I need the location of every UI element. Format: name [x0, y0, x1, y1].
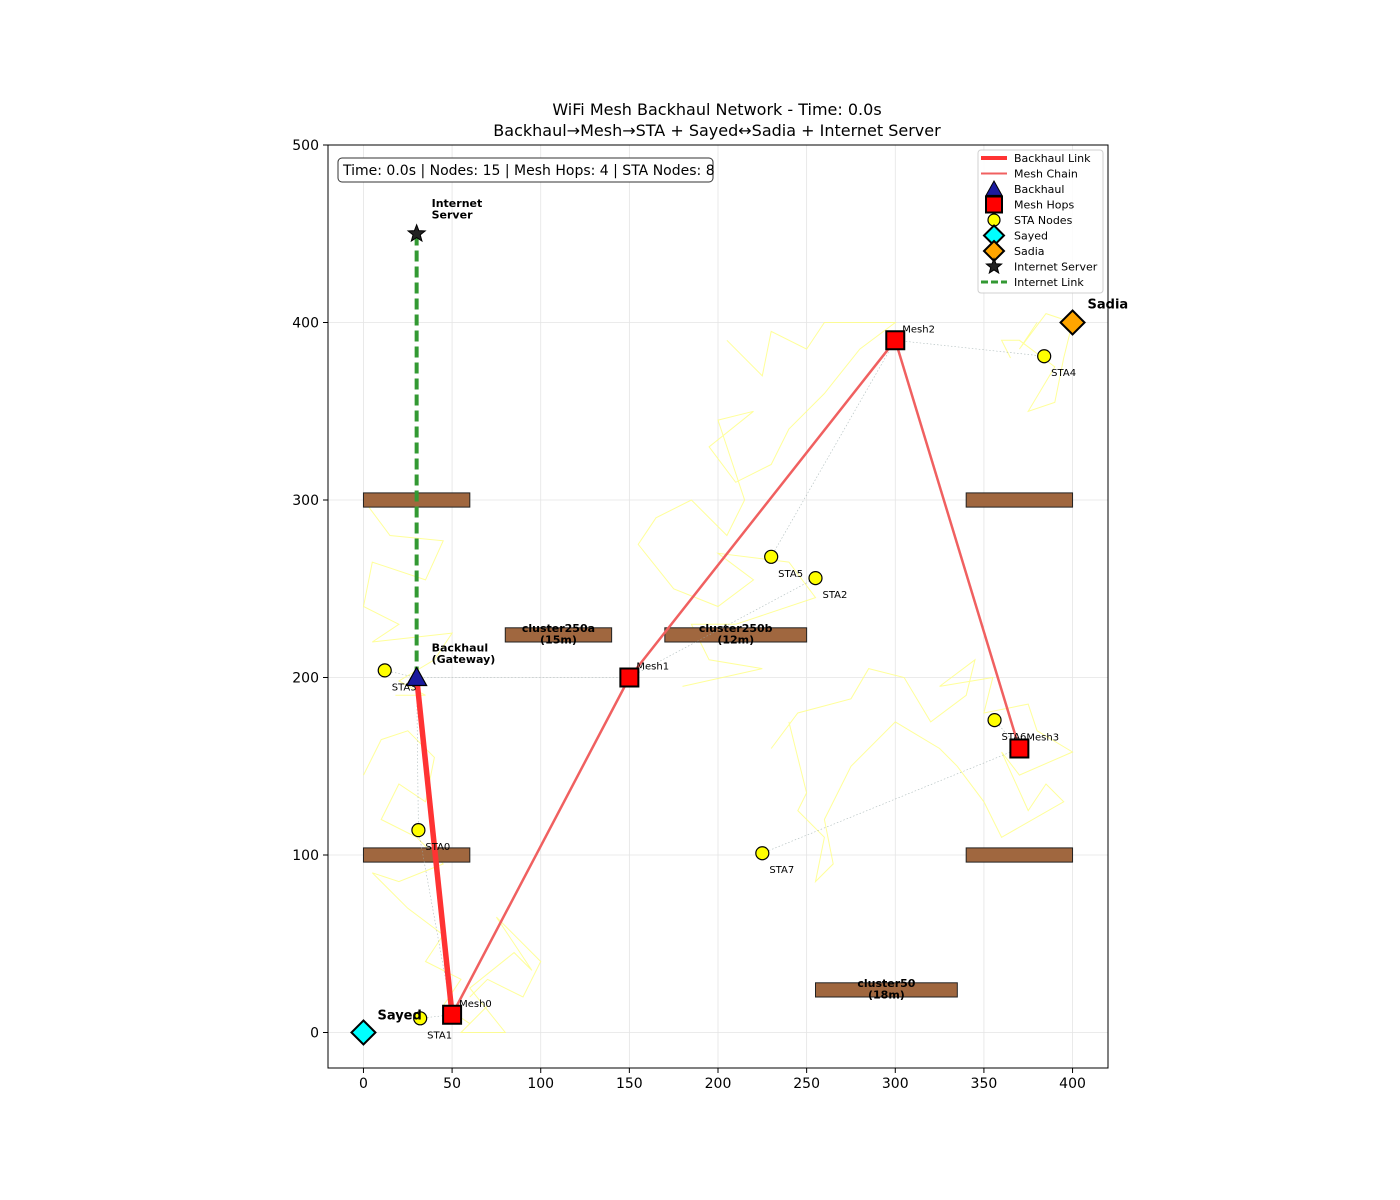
node-layer: STA0 STA1 STA2 STA3 STA4 STA5 STA6 STA7 Mesh0 Mes…: [350, 197, 1128, 1046]
trail-layer: [362, 313, 1074, 1033]
x-tick-label: 50: [443, 1076, 461, 1092]
association-link: [895, 339, 1045, 357]
association-link: [762, 748, 1020, 854]
internet-server-label: Internet Server: [432, 197, 483, 222]
y-tick-label: 400: [292, 316, 319, 332]
legend-swatch-mesh-hops: [985, 195, 1003, 214]
obstacle-wall: [664, 627, 808, 643]
association-link: [994, 719, 1020, 749]
legend-label: Sayed: [1014, 230, 1048, 243]
backhaul-link: [413, 677, 455, 1016]
legend-label: Mesh Chain: [1014, 168, 1078, 181]
x-tick-label: 300: [882, 1076, 909, 1092]
mesh-chain-link: [450, 676, 631, 1016]
x-tick-label: 0: [359, 1076, 368, 1092]
movement-trail: [362, 499, 454, 696]
legend-label: Sadia: [1014, 245, 1045, 258]
mesh-node: [1009, 738, 1030, 759]
sta-node: [987, 712, 1002, 728]
y-tick-label: 500: [292, 138, 319, 154]
movement-trail: [637, 322, 897, 687]
legend-label: STA Nodes: [1014, 214, 1073, 227]
obstacle-wall: [965, 847, 1074, 863]
info-box: Time: 0.0s | Nodes: 15 | Mesh Hops: 4 | …: [337, 157, 715, 183]
sta-node-label: STA2: [823, 590, 848, 601]
legend-label: Mesh Hops: [1014, 199, 1074, 212]
legend-box: [977, 149, 1104, 294]
sayed-node: [350, 1019, 377, 1046]
backhaul-gateway: [405, 666, 428, 687]
internet-server: [406, 223, 427, 243]
association-link: [770, 340, 896, 557]
x-tick-label: 150: [616, 1076, 643, 1092]
sta-node-label: STA0: [425, 842, 450, 853]
mesh-node: [442, 1004, 463, 1025]
sta-node: [808, 570, 823, 586]
y-tick-label: 200: [292, 671, 319, 687]
sayed-label: Sayed: [377, 1009, 421, 1024]
mesh-chain-link: [894, 339, 1021, 749]
legend-swatch-backhaul: [985, 179, 1003, 196]
legend-label: Backhaul: [1014, 183, 1064, 196]
sta-node: [411, 823, 426, 838]
x-tick-label: 350: [971, 1076, 998, 1092]
mesh-chain-link: [628, 339, 897, 679]
sta-node-label: STA7: [769, 865, 794, 876]
mesh-node-label: Mesh1: [636, 662, 669, 673]
sta-node: [377, 663, 392, 678]
obstacle-wall: [965, 492, 1074, 508]
x-tick-label: 200: [705, 1076, 732, 1092]
mesh-node-label: Mesh3: [1026, 733, 1059, 744]
chart-subtitle: Backhaul→Mesh→STA + Sayed↔Sadia + Intern…: [493, 121, 941, 140]
movement-trail: [363, 730, 542, 1033]
obstacle-label: cluster250b (12m): [699, 622, 773, 647]
legend: Backhaul Link Mesh Chain Backhaul Mesh Hops…: [977, 149, 1104, 294]
legend-label: Internet Server: [1014, 261, 1098, 274]
info-box-text: Time: 0.0s | Nodes: 15 | Mesh Hops: 4 | …: [342, 163, 715, 179]
sta-node: [764, 549, 779, 564]
sadia-node: [1059, 309, 1086, 336]
obstacle-wall: [362, 847, 471, 863]
legend-swatch-internet-server: [985, 257, 1003, 275]
backhaul-gateway-label: Backhaul (Gateway): [432, 642, 496, 667]
association-link: [629, 577, 816, 678]
obstacle-label: cluster50 (18m): [857, 977, 915, 1002]
x-tick-label: 400: [1059, 1076, 1086, 1092]
sta-node: [755, 846, 770, 861]
x-tick-label: 100: [527, 1076, 554, 1092]
x-tick-label: 250: [793, 1076, 820, 1092]
sta-node-label: STA6: [1002, 732, 1027, 743]
movement-trail: [770, 658, 1074, 884]
y-tick-label: 0: [310, 1026, 319, 1042]
obstacle-wall: [815, 982, 958, 998]
sta-node-label: STA3: [392, 682, 417, 693]
y-tick-label: 300: [292, 493, 319, 509]
legend-label: Internet Link: [1014, 276, 1084, 289]
sta-node-label: STA1: [427, 1030, 452, 1041]
movement-trail: [1000, 313, 1074, 413]
mesh-node: [619, 667, 640, 688]
mesh-node: [885, 330, 906, 351]
sta-node: [1037, 349, 1052, 364]
mesh-node-label: Mesh0: [459, 999, 492, 1010]
sta-node-label: STA5: [778, 569, 803, 580]
axis-layer: 0 50 100 150 200 250 300 350 400 0 100 200 300 400 500: [292, 138, 1086, 1092]
sta-node-label: STA4: [1051, 368, 1076, 379]
y-tick-label: 100: [292, 848, 319, 864]
obstacle-label: cluster250a (15m): [522, 622, 595, 647]
mesh-node-label: Mesh2: [902, 324, 935, 335]
obstacle-wall: [504, 627, 613, 643]
sta-node: [413, 1011, 428, 1026]
chart-title: WiFi Mesh Backhaul Network - Time: 0.0s: [552, 100, 881, 119]
legend-label: Backhaul Link: [1014, 152, 1091, 165]
link-layer: [384, 233, 1045, 1019]
